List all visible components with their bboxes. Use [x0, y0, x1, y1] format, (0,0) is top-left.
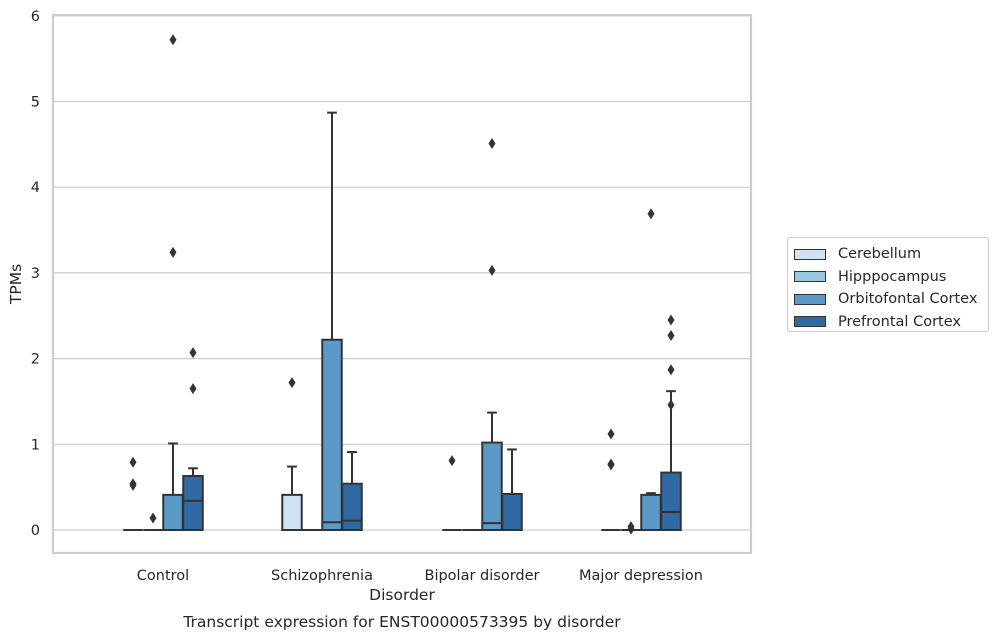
legend: Cerebellum Hipppocampus Orbitofontal Cor… [787, 237, 989, 332]
x-tick-label-0: Control [137, 568, 189, 584]
box-0-2-outlier-0 [448, 455, 456, 467]
x-tick-label-2: Bipolar disorder [425, 568, 540, 584]
legend-item-orbitofrontal-cortex: Orbitofontal Cortex [794, 288, 982, 311]
y-tick-label-5: 5 [31, 95, 40, 111]
box-3-0-outlier-0 [189, 347, 197, 359]
legend-item-hippocampus: Hipppocampus [794, 266, 982, 289]
box-0-0-outlier-0 [129, 456, 137, 468]
box-3-0-outlier-1 [189, 383, 197, 395]
legend-item-prefrontal-cortex: Prefrontal Cortex [794, 311, 982, 334]
box-2-2-outlier-1 [488, 264, 496, 276]
y-tick-label-4: 4 [31, 180, 40, 196]
y-axis-label: TPMs [7, 264, 25, 305]
box-0-1-outlier-0 [288, 377, 296, 389]
legend-swatch-cerebellum [794, 248, 826, 260]
y-tick-label-2: 2 [31, 352, 40, 368]
box-3-3-outlier-3 [667, 399, 675, 411]
box-3-2-box [501, 493, 523, 532]
box-1-0-outlier-0 [149, 512, 157, 524]
x-tick-label-3: Major depression [579, 568, 703, 584]
y-tick-label-1: 1 [31, 437, 40, 453]
legend-swatch-orbitofrontal-cortex [794, 293, 826, 305]
box-3-3-outlier-1 [667, 329, 675, 341]
box-3-1-box [341, 482, 363, 531]
y-tick-label-0: 0 [31, 523, 40, 539]
box-2-2-box [481, 441, 503, 531]
legend-label-hippocampus: Hipppocampus [838, 268, 947, 285]
x-tick-label-1: Schizophrenia [271, 568, 373, 584]
box-0-3-outlier-0 [607, 428, 615, 440]
box-2-1-box [321, 338, 343, 531]
legend-swatch-hippocampus [794, 271, 826, 283]
x-axis-label: Disorder [369, 586, 435, 604]
legend-label-prefrontal-cortex: Prefrontal Cortex [838, 313, 961, 330]
legend-label-cerebellum: Cerebellum [838, 246, 922, 263]
box-1-3-outlier-1 [627, 523, 635, 535]
plot-frame [51, 13, 753, 555]
y-tick-label-6: 6 [31, 9, 40, 25]
y-tick-label-3: 3 [31, 266, 40, 282]
box-3-3-outlier-0 [667, 314, 675, 326]
box-2-0-outlier-1 [169, 246, 177, 258]
box-2-3-box [640, 493, 662, 532]
legend-swatch-prefrontal-cortex [794, 316, 826, 328]
box-0-1-box [281, 493, 303, 532]
box-2-0-outlier-0 [169, 34, 177, 46]
box-0-0-outlier-2 [129, 479, 137, 491]
box-3-0-box [182, 475, 204, 532]
legend-item-cerebellum: Cerebellum [794, 243, 982, 266]
legend-label-orbitofrontal-cortex: Orbitofontal Cortex [838, 291, 978, 308]
box-3-3-box [660, 471, 682, 531]
box-0-3-outlier-2 [607, 459, 615, 471]
box-2-3-outlier-0 [647, 208, 655, 220]
box-3-3-outlier-2 [667, 364, 675, 376]
box-2-0-box [162, 493, 184, 532]
plot-area [53, 15, 751, 553]
box-2-2-outlier-0 [488, 137, 496, 149]
chart-title: Transcript expression for ENST0000057339… [182, 613, 621, 631]
